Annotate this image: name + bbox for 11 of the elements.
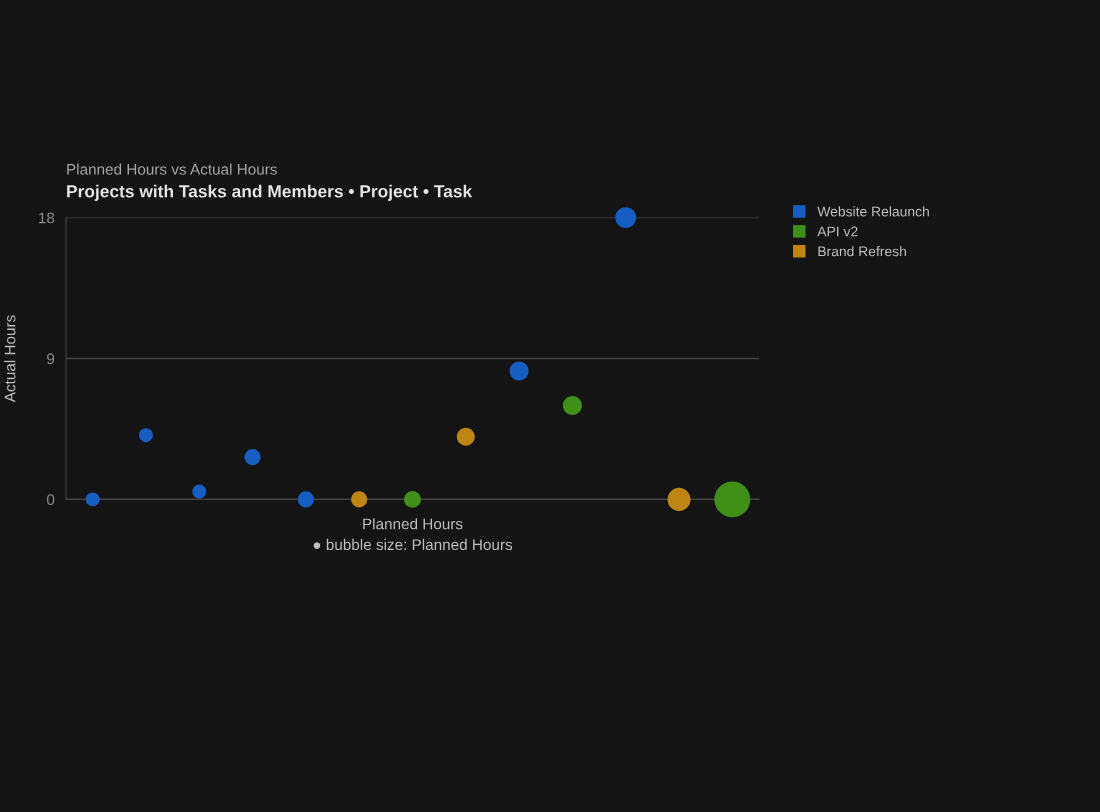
chart-subtitle: Planned Hours vs Actual Hours: [67, 163, 277, 175]
x-axis-title: Planned Hours: [363, 518, 463, 530]
legend-label: Brand Refresh: [818, 246, 906, 257]
y-axis-title: Actual Hours: [4, 315, 16, 403]
legend-label: Website Relaunch: [817, 206, 929, 217]
legend-label: API v2: [817, 226, 858, 237]
y-tick-label: 0: [46, 494, 55, 506]
y-tick-label: 9: [47, 353, 55, 365]
text: ● bubble size: Planned Hours: [313, 538, 513, 551]
y-tick-label: 18: [39, 212, 55, 224]
chart-title: Projects with Tasks and Members • Project • Task: [67, 184, 473, 201]
